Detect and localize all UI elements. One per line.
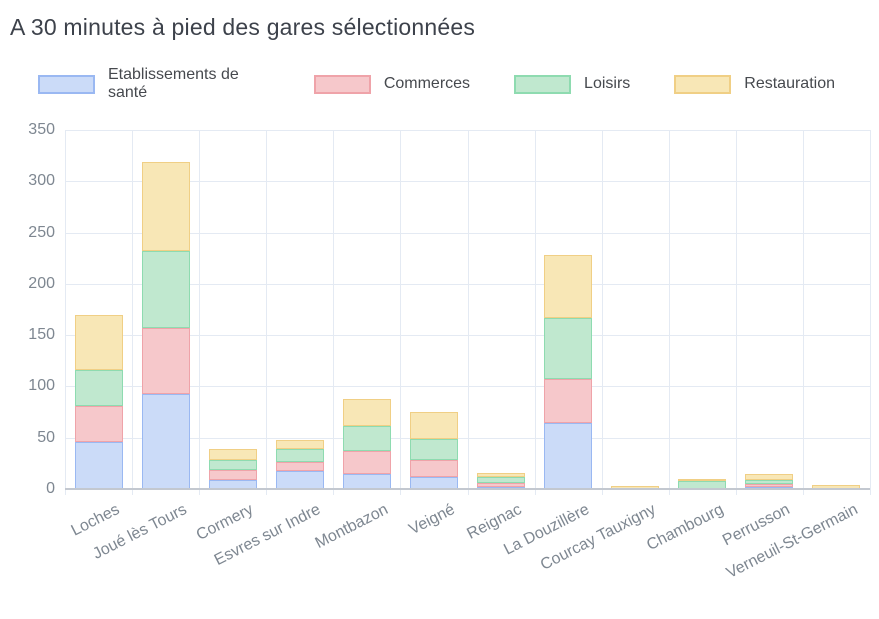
x-axis-line bbox=[65, 488, 870, 490]
bar-segment[interactable] bbox=[74, 441, 123, 489]
v-gridline bbox=[333, 130, 335, 495]
legend: Etablissements de santé Commerces Loisir… bbox=[38, 66, 879, 102]
legend-item-commerces[interactable]: Commerces bbox=[313, 74, 471, 94]
x-labels: Loches Joué lès Tours Cormery Esvres sur In… bbox=[65, 489, 870, 619]
bar bbox=[141, 161, 190, 489]
bar-segment[interactable] bbox=[544, 255, 593, 318]
bar-segment[interactable] bbox=[208, 469, 257, 480]
y-tick-label: 300 bbox=[28, 172, 55, 190]
y-tick-label: 350 bbox=[28, 121, 55, 138]
bar-segment[interactable] bbox=[141, 251, 190, 328]
bar-segment[interactable] bbox=[275, 462, 324, 471]
bar bbox=[275, 439, 324, 489]
bar-segment[interactable] bbox=[409, 438, 458, 461]
bar-segment[interactable] bbox=[74, 314, 123, 371]
bar-segment[interactable] bbox=[477, 476, 526, 483]
v-gridline bbox=[65, 130, 66, 495]
bar-segment[interactable] bbox=[409, 460, 458, 477]
bar-segment[interactable] bbox=[208, 449, 257, 461]
legend-swatch-commerces-icon bbox=[313, 74, 371, 94]
y-tick-label: 250 bbox=[28, 223, 55, 241]
bar-segment[interactable] bbox=[342, 451, 391, 474]
v-gridline bbox=[802, 130, 804, 495]
legend-label-commerces: Commerces bbox=[383, 75, 471, 92]
chart-title: A 30 minutes à pied des gares sélectionn… bbox=[10, 14, 476, 40]
bar-segment[interactable] bbox=[745, 479, 794, 484]
v-gridline bbox=[870, 130, 871, 495]
bar-segment[interactable] bbox=[544, 379, 593, 424]
bar-segment[interactable] bbox=[544, 423, 593, 489]
v-gridline bbox=[199, 130, 201, 495]
bar-segment[interactable] bbox=[141, 161, 190, 252]
bar bbox=[409, 412, 458, 489]
bar-segment[interactable] bbox=[208, 460, 257, 470]
y-tick-label: 0 bbox=[46, 480, 55, 497]
bar-segment[interactable] bbox=[275, 470, 324, 489]
legend-label-loisirs: Loisirs bbox=[584, 75, 631, 92]
bar-segment[interactable] bbox=[544, 317, 593, 380]
legend-swatch-sante-icon bbox=[38, 74, 95, 94]
bar-segment[interactable] bbox=[342, 473, 391, 489]
bar bbox=[477, 472, 526, 489]
legend-label-sante: Etablissements de santé bbox=[108, 66, 239, 101]
y-tick-label: 50 bbox=[37, 428, 55, 446]
legend-item-restauration[interactable]: Restauration bbox=[674, 74, 835, 94]
v-gridline bbox=[534, 130, 536, 495]
y-axis: 0 50 100 150 200 250 300 350 bbox=[0, 121, 65, 497]
legend-item-loisirs[interactable]: Loisirs bbox=[514, 74, 631, 94]
v-gridline bbox=[467, 130, 469, 495]
v-gridline bbox=[735, 130, 737, 495]
legend-label-restauration: Restauration bbox=[744, 75, 835, 92]
x-axis-label: Veigné bbox=[406, 501, 458, 539]
v-gridline bbox=[668, 130, 670, 495]
bar bbox=[208, 449, 257, 489]
y-tick-label: 200 bbox=[28, 274, 55, 292]
bar-segment[interactable] bbox=[275, 439, 324, 450]
bar bbox=[544, 255, 593, 489]
bar-segment[interactable] bbox=[342, 426, 391, 452]
bar-segment[interactable] bbox=[74, 405, 123, 442]
y-tick-label: 100 bbox=[28, 377, 55, 395]
x-axis-label: Montbazon bbox=[312, 501, 391, 553]
v-gridline bbox=[601, 130, 603, 495]
v-gridline bbox=[266, 130, 268, 495]
x-axis-label: Chambourg bbox=[643, 501, 727, 555]
v-gridline bbox=[132, 130, 134, 495]
bar-segment[interactable] bbox=[342, 398, 391, 427]
legend-item-etablissements-de-sante[interactable]: Etablissements de santé bbox=[38, 66, 270, 102]
chart-area: 0 50 100 150 200 250 300 350 Loches Joué lès Tou… bbox=[0, 121, 879, 582]
bar-segment[interactable] bbox=[275, 449, 324, 463]
bar-segment[interactable] bbox=[141, 393, 190, 489]
bar-segment[interactable] bbox=[141, 327, 190, 394]
plot-area: Loches Joué lès Tours Cormery Esvres sur In… bbox=[65, 130, 871, 582]
y-tick-label: 150 bbox=[28, 326, 55, 344]
bar-segment[interactable] bbox=[745, 473, 794, 480]
bar-segment[interactable] bbox=[74, 370, 123, 406]
legend-swatch-loisirs-icon bbox=[514, 74, 572, 94]
bar bbox=[745, 473, 794, 489]
bar-segment[interactable] bbox=[678, 478, 727, 481]
bar-segment[interactable] bbox=[409, 412, 458, 439]
bar-segment[interactable] bbox=[477, 472, 526, 477]
bar bbox=[342, 398, 391, 489]
x-axis-label: Courcay Tauxigny bbox=[538, 501, 659, 574]
bar bbox=[74, 314, 123, 489]
bar-segment[interactable] bbox=[477, 482, 526, 487]
legend-swatch-restauration-icon bbox=[674, 74, 732, 94]
v-gridline bbox=[400, 130, 402, 495]
bar-segment[interactable] bbox=[745, 483, 794, 487]
